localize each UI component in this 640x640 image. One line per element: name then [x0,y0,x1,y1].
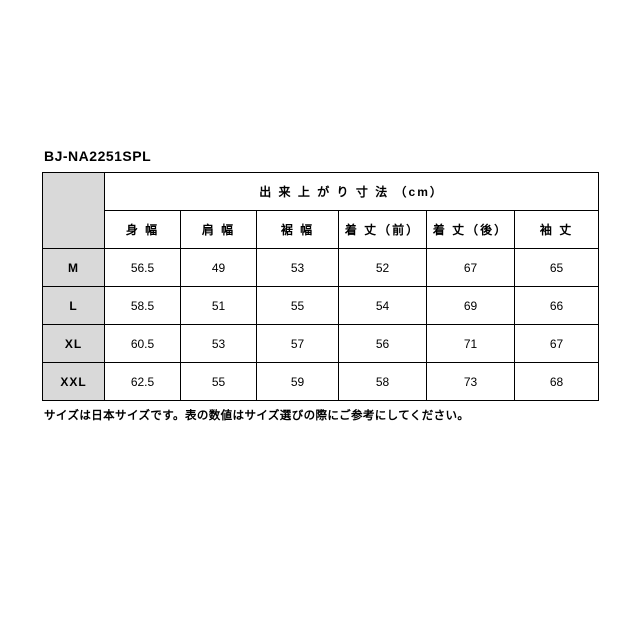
col-header-2: 裾 幅 [257,211,339,249]
data-cell: 55 [257,287,339,325]
col-header-5: 袖 丈 [515,211,599,249]
table-row: XXL 62.5 55 59 58 73 68 [43,363,599,401]
table-row: XL 60.5 53 57 56 71 67 [43,325,599,363]
header-row-group: 出 来 上 が り 寸 法 （cm） [43,173,599,211]
data-cell: 49 [181,249,257,287]
data-cell: 56 [339,325,427,363]
row-header-xxl: XXL [43,363,105,401]
data-cell: 65 [515,249,599,287]
data-cell: 58.5 [105,287,181,325]
table-row: L 58.5 51 55 54 69 66 [43,287,599,325]
footnote: サイズは日本サイズです。表の数値はサイズ選びの際にご参考にしてください。 [44,407,598,423]
data-cell: 52 [339,249,427,287]
data-cell: 67 [515,325,599,363]
data-cell: 58 [339,363,427,401]
data-cell: 68 [515,363,599,401]
data-cell: 69 [427,287,515,325]
size-table: 出 来 上 が り 寸 法 （cm） 身 幅 肩 幅 裾 幅 着 丈（前） 着 … [42,172,599,401]
data-cell: 54 [339,287,427,325]
page: BJ-NA2251SPL 出 来 上 が り 寸 法 （cm） 身 幅 肩 幅 … [0,0,640,640]
data-cell: 62.5 [105,363,181,401]
product-code: BJ-NA2251SPL [44,148,598,164]
data-cell: 60.5 [105,325,181,363]
header-row-cols: 身 幅 肩 幅 裾 幅 着 丈（前） 着 丈（後） 袖 丈 [43,211,599,249]
row-header-xl: XL [43,325,105,363]
group-header: 出 来 上 が り 寸 法 （cm） [105,173,599,211]
data-cell: 57 [257,325,339,363]
data-cell: 71 [427,325,515,363]
data-cell: 73 [427,363,515,401]
col-header-3: 着 丈（前） [339,211,427,249]
table-row: M 56.5 49 53 52 67 65 [43,249,599,287]
row-header-l: L [43,287,105,325]
data-cell: 59 [257,363,339,401]
data-cell: 66 [515,287,599,325]
data-cell: 67 [427,249,515,287]
data-cell: 56.5 [105,249,181,287]
col-header-0: 身 幅 [105,211,181,249]
data-cell: 53 [181,325,257,363]
col-header-4: 着 丈（後） [427,211,515,249]
data-cell: 53 [257,249,339,287]
data-cell: 51 [181,287,257,325]
col-header-1: 肩 幅 [181,211,257,249]
data-cell: 55 [181,363,257,401]
corner-cell [43,173,105,249]
row-header-m: M [43,249,105,287]
